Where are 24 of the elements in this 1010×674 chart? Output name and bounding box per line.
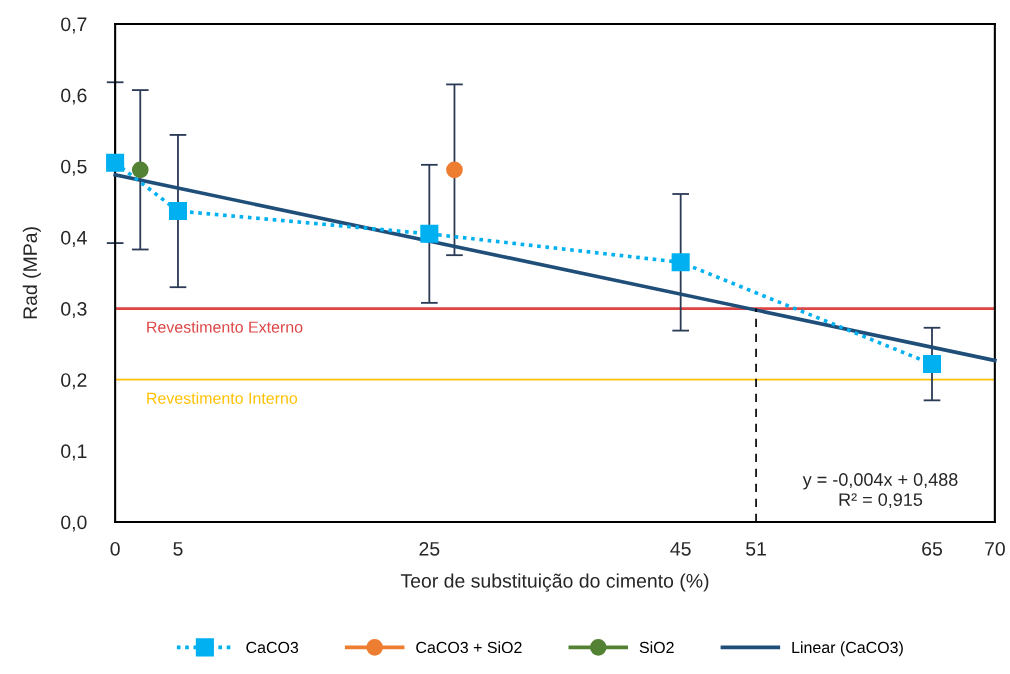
- y-tick-label: 0,6: [61, 88, 87, 105]
- legend-label: CaCO3 + SiO2: [416, 641, 522, 654]
- x-tick-label: 0: [110, 541, 120, 556]
- y-axis-title: Rad (MPa): [22, 227, 41, 319]
- ref-line-label: Revestimento Externo: [147, 321, 303, 333]
- x-tick-label: 65: [922, 541, 943, 556]
- annotation: y = -0,004x + 0,488 R² = 0,915: [802, 473, 958, 509]
- y-tick-label: 0,4: [61, 230, 87, 247]
- legend-label: Linear (CaCO3): [792, 641, 903, 657]
- x-tick-label: 51: [746, 542, 766, 556]
- y-tick-label: 0,5: [61, 159, 87, 176]
- legend-label: CaCO3: [246, 641, 299, 654]
- x-axis-title: Teor de substituição do cimento (%): [400, 573, 709, 592]
- x-tick-label: 5: [173, 542, 183, 556]
- x-tick-label: 45: [670, 542, 691, 556]
- y-tick-label: 0,2: [61, 373, 87, 390]
- legend-label: SiO2: [639, 641, 674, 654]
- y-tick-label: 0,1: [61, 444, 87, 461]
- y-tick-label: 0,0: [61, 515, 87, 532]
- ref-line-label: Revestimento Interno: [147, 392, 298, 404]
- x-tick-label: 70: [985, 541, 1005, 556]
- y-tick-label: 0,3: [61, 302, 87, 319]
- x-tick-label: 25: [419, 541, 440, 556]
- y-tick-label: 0,7: [61, 17, 87, 34]
